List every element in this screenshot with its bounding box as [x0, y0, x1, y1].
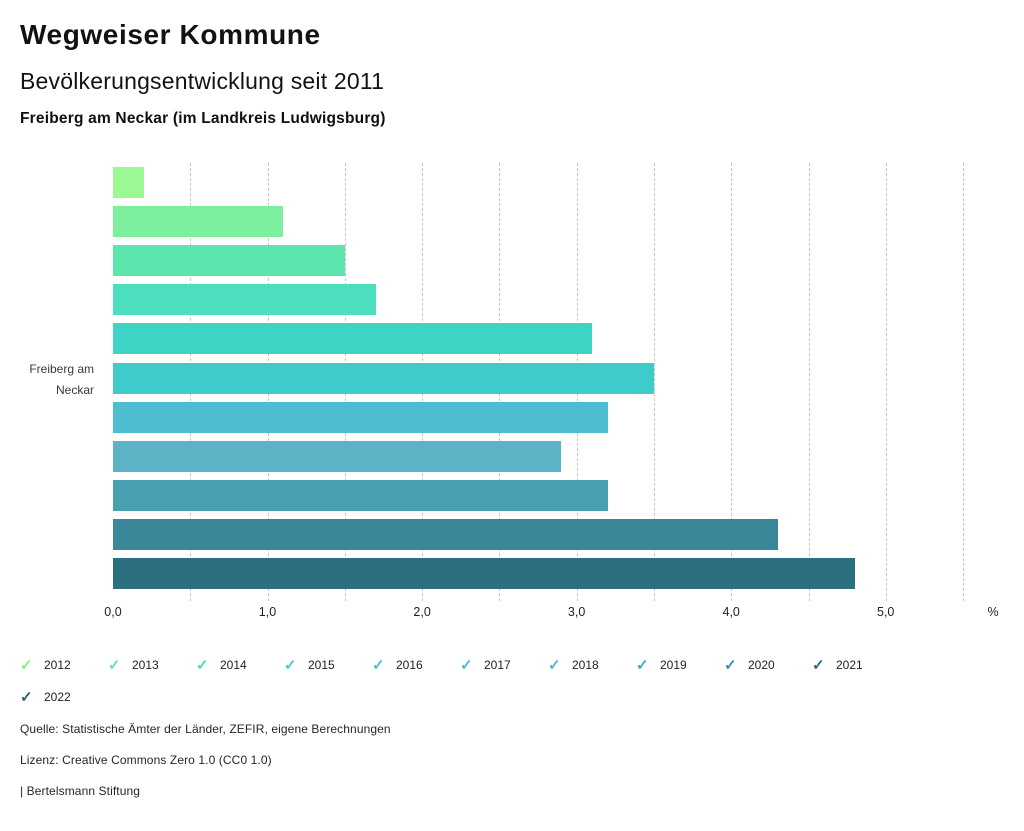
license-line: Lizenz: Creative Commons Zero 1.0 (CC0 1… [20, 753, 272, 767]
bar-2014[interactable] [113, 245, 345, 277]
gridline [963, 163, 964, 601]
legend-year-label: 2014 [220, 658, 247, 672]
x-tick-label: 4,0 [722, 605, 740, 619]
legend-item-2015[interactable]: ✓ 2015 [284, 654, 372, 676]
legend-year-label: 2012 [44, 658, 71, 672]
x-tick-label: 1,0 [258, 605, 277, 619]
y-axis-label-line1: Freiberg am [29, 362, 94, 376]
x-tick-label: 3,0 [567, 605, 586, 619]
check-icon: ✓ [548, 657, 561, 674]
source-line: Quelle: Statistische Ämter der Länder, Z… [20, 722, 391, 736]
legend-item-2021[interactable]: ✓ 2021 [812, 654, 900, 676]
legend-item-2018[interactable]: ✓ 2018 [548, 654, 636, 676]
gridline [653, 163, 655, 601]
check-icon: ✓ [108, 657, 121, 674]
report-header: Wegweiser Kommune Bevölkerungsentwicklun… [20, 18, 386, 128]
y-axis-label: Freiberg am Neckar [0, 359, 94, 401]
legend-year-label: 2020 [748, 658, 775, 672]
chart-region-title: Freiberg am Neckar (im Landkreis Ludwigs… [20, 110, 386, 127]
gridline [808, 163, 810, 601]
legend-item-2019[interactable]: ✓ 2019 [636, 654, 724, 676]
x-tick-label: 0,0 [104, 605, 122, 619]
y-axis-label-line2: Neckar [55, 383, 94, 397]
legend-year-label: 2013 [132, 658, 159, 672]
x-axis: 0,0 1,0 2,0 3,0 4,0 5,0% [104, 605, 1024, 623]
bar-2022[interactable] [113, 557, 855, 589]
chart-legend: ✓ 2012 ✓ 2013 ✓ 2014 ✓ 2015 ✓ 2016 ✓ 2017 ✓ 2018 ✓ 2019… [20, 654, 940, 708]
legend-year-label: 2018 [572, 658, 599, 672]
chart-footer: Quelle: Statistische Ämter der Länder, Z… [20, 722, 391, 815]
plot-area [113, 163, 964, 601]
bar-2020[interactable] [113, 479, 608, 511]
legend-item-2017[interactable]: ✓ 2017 [460, 654, 548, 676]
bar-2021[interactable] [113, 518, 778, 550]
bar-2019[interactable] [113, 440, 562, 472]
legend-year-label: 2016 [396, 658, 423, 672]
check-icon: ✓ [636, 657, 649, 674]
gridline [885, 163, 887, 601]
legend-item-2016[interactable]: ✓ 2016 [372, 654, 460, 676]
legend-item-2020[interactable]: ✓ 2020 [724, 654, 812, 676]
x-tick-label: 5,0 [876, 605, 895, 619]
legend-item-2014[interactable]: ✓ 2014 [196, 654, 284, 676]
gridline [731, 163, 733, 601]
check-icon: ✓ [372, 657, 385, 674]
attribution-line: | Bertelsmann Stiftung [20, 784, 141, 798]
app-title: Wegweiser Kommune [20, 19, 321, 50]
chart-subtitle: Bevölkerungsentwicklung seit 2011 [20, 68, 385, 94]
x-axis-unit-label: % [987, 605, 999, 619]
population-bar-chart: Freiberg am Neckar 0,0 1,0 2,0 3,0 4,0 5,0% [0, 163, 1024, 623]
legend-year-label: 2022 [44, 690, 71, 704]
legend-year-label: 2015 [308, 658, 335, 672]
check-icon: ✓ [196, 657, 209, 674]
legend-item-2012[interactable]: ✓ 2012 [20, 654, 108, 676]
bar-2015[interactable] [113, 284, 376, 316]
bar-2013[interactable] [113, 206, 283, 238]
check-icon: ✓ [460, 657, 473, 674]
bar-2016[interactable] [113, 323, 593, 355]
x-tick-label: 2,0 [413, 605, 431, 619]
check-icon: ✓ [20, 657, 33, 674]
bar-2012[interactable] [113, 167, 144, 198]
legend-item-2013[interactable]: ✓ 2013 [108, 654, 196, 676]
legend-item-2022[interactable]: ✓ 2022 [20, 686, 108, 708]
legend-year-label: 2019 [660, 658, 687, 672]
check-icon: ✓ [284, 657, 297, 674]
check-icon: ✓ [724, 657, 737, 674]
check-icon: ✓ [812, 657, 825, 674]
check-icon: ✓ [20, 689, 33, 706]
bar-2018[interactable] [113, 401, 608, 433]
legend-year-label: 2017 [484, 658, 511, 672]
bar-2017[interactable] [113, 362, 654, 394]
legend-year-label: 2021 [836, 658, 863, 672]
